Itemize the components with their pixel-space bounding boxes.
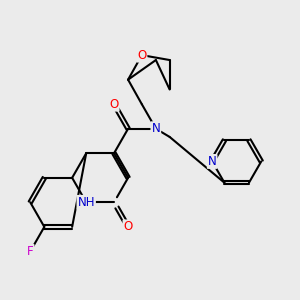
Text: O: O [110, 98, 118, 111]
Text: NH: NH [77, 196, 95, 209]
Text: N: N [152, 122, 160, 135]
Text: N: N [208, 155, 217, 168]
Text: O: O [124, 220, 133, 233]
Text: O: O [137, 49, 146, 62]
Text: F: F [27, 245, 34, 258]
